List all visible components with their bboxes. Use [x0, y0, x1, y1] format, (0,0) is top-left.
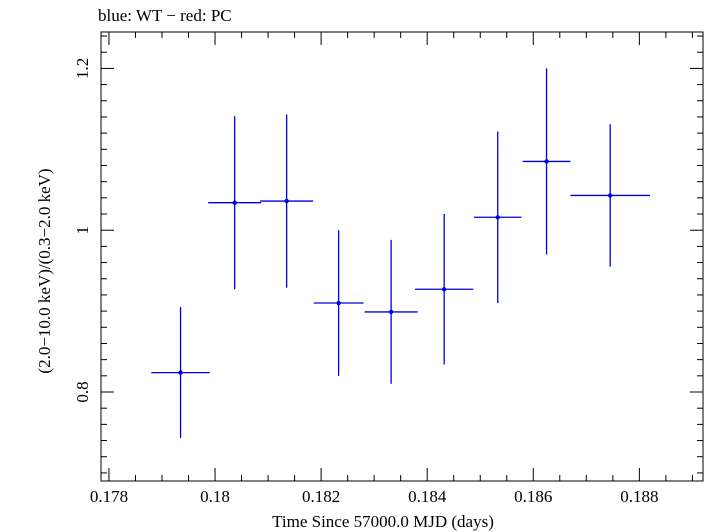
data-point: [414, 214, 474, 365]
x-tick-label: 0.188: [620, 487, 658, 506]
data-point: [473, 131, 522, 304]
data-point: [570, 124, 650, 267]
y-axis-label: (2.0−10.0 keV)/(0.3−2.0 keV): [35, 168, 54, 373]
x-tick-label: 0.178: [90, 487, 128, 506]
point-marker: [441, 287, 447, 292]
plot-frame: [100, 31, 704, 482]
point-marker: [607, 193, 613, 198]
data-point: [522, 68, 571, 255]
data-point: [364, 239, 418, 384]
x-tick-label: 0.184: [408, 487, 447, 506]
y-tick-label: 1: [73, 226, 92, 235]
point-marker: [495, 215, 500, 220]
point-marker: [284, 198, 289, 204]
data-point: [151, 307, 210, 439]
x-tick-label: 0.186: [514, 487, 552, 506]
point-marker: [336, 300, 341, 306]
y-tick-label: 1.2: [73, 58, 92, 79]
point-marker: [178, 370, 183, 375]
point-marker: [232, 200, 237, 205]
point-marker: [388, 309, 394, 315]
data-point: [260, 114, 314, 288]
x-tick-label: 0.18: [200, 487, 230, 506]
chart-title: blue: WT − red: PC: [98, 6, 232, 25]
data-point: [313, 230, 364, 376]
point-marker: [544, 159, 549, 164]
y-tick-label: 0.8: [73, 381, 92, 402]
x-tick-label: 0.182: [302, 487, 340, 506]
data-point: [208, 116, 262, 290]
x-axis-label: Time Since 57000.0 MJD (days): [272, 512, 494, 531]
